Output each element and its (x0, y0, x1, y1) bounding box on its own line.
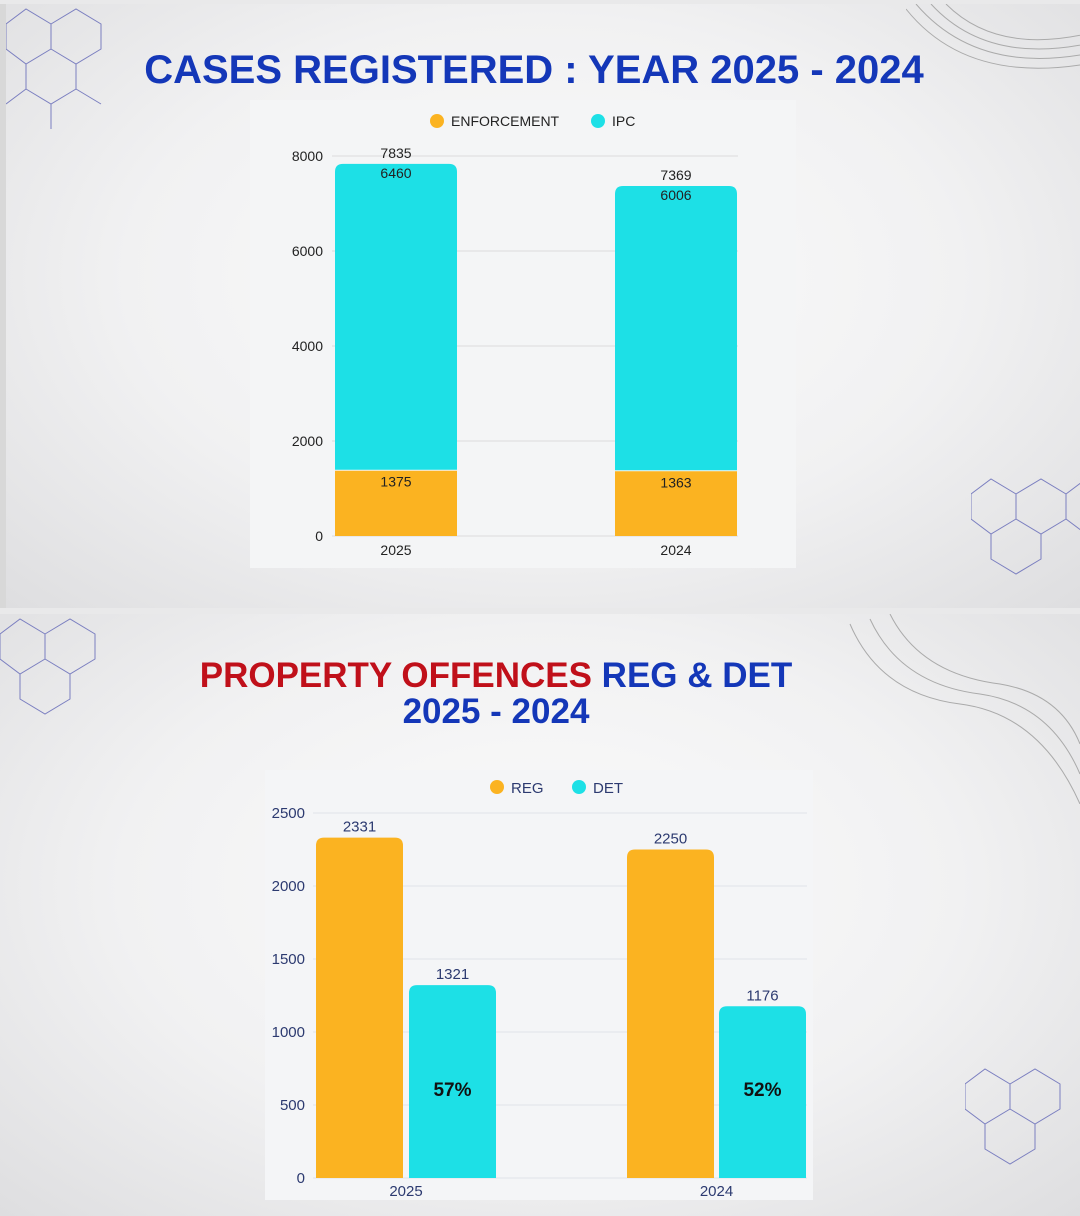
chart-title: CASES REGISTERED : YEAR 2025 - 2024 (144, 48, 924, 92)
bar-det-2025 (409, 985, 496, 1178)
total-label-2024: 7369 (660, 167, 691, 183)
det-label-2025: 1321 (436, 966, 469, 983)
bar-enforcement-2025 (335, 470, 457, 536)
legend-marker-det (572, 780, 586, 794)
y-tick-label: 1000 (272, 1024, 305, 1041)
det-label-2024: 1176 (746, 987, 778, 1004)
x-tick-label: 2025 (380, 542, 411, 558)
legend-marker-reg (490, 780, 504, 794)
bar-enforcement-2024 (615, 471, 737, 536)
y-tick-label: 4000 (292, 338, 323, 354)
bar-ipc-2024 (615, 185, 737, 471)
enforcement-label-2025: 1375 (380, 474, 411, 490)
y-tick-label: 8000 (292, 148, 323, 164)
chart-title-line2: 2025 - 2024 (402, 692, 590, 731)
y-tick-label: 2000 (292, 433, 323, 449)
title-red-part: PROPERTY OFFENCES (199, 656, 592, 695)
cases-registered-chart: 0 2000 4000 6000 8000 ENFORCEMENT IPC 7835 6460 1… (250, 100, 796, 568)
hexagon-pattern-decoration (965, 1068, 1061, 1165)
det-percent-label-2024: 52% (743, 1080, 781, 1101)
y-tick-label: 0 (297, 1170, 305, 1187)
wave-lines-decoration (906, 4, 1080, 69)
reg-label-2025: 2331 (343, 819, 376, 836)
reg-label-2024: 2250 (654, 831, 687, 848)
enforcement-label-2024: 1363 (660, 474, 691, 490)
legend-label-reg: REG (511, 780, 544, 797)
y-tick-label: 1500 (272, 951, 305, 968)
y-tick-label: 500 (280, 1097, 305, 1114)
y-tick-label: 2500 (272, 805, 305, 822)
y-tick-label: 6000 (292, 243, 323, 259)
hexagon-pattern-decoration (971, 478, 1080, 575)
y-tick-label: 2000 (272, 878, 305, 895)
total-label-2025: 7835 (380, 145, 411, 161)
hexagon-pattern-decoration (6, 8, 102, 129)
ipc-label-2024: 6006 (660, 187, 691, 203)
legend-marker-ipc (591, 114, 605, 128)
x-tick-label: 2024 (700, 1183, 733, 1200)
ipc-label-2025: 6460 (380, 165, 411, 181)
legend-label-ipc: IPC (612, 113, 635, 129)
bar-reg-2024 (627, 849, 714, 1178)
det-percent-label-2025: 57% (433, 1080, 471, 1101)
legend-marker-enforcement (430, 114, 444, 128)
x-tick-label: 2024 (660, 542, 691, 558)
bar-reg-2025 (316, 837, 403, 1178)
bar-ipc-2025 (335, 163, 457, 470)
legend-label-det: DET (593, 780, 623, 797)
property-offences-chart: 0 500 1000 1500 2000 2500 REG DET 2331 1321 57% 202… (265, 770, 813, 1200)
title-blue-part: REG & DET (601, 656, 793, 695)
y-tick-label: 0 (315, 528, 323, 544)
legend-label-enforcement: ENFORCEMENT (451, 113, 560, 129)
x-tick-label: 2025 (389, 1183, 422, 1200)
chart-title-line1: PROPERTY OFFENCES REG & DET (0, 656, 1036, 696)
hexagon-pattern-decoration (0, 618, 96, 715)
wave-lines-decoration (849, 614, 1080, 804)
bar-det-2024 (719, 1006, 806, 1178)
